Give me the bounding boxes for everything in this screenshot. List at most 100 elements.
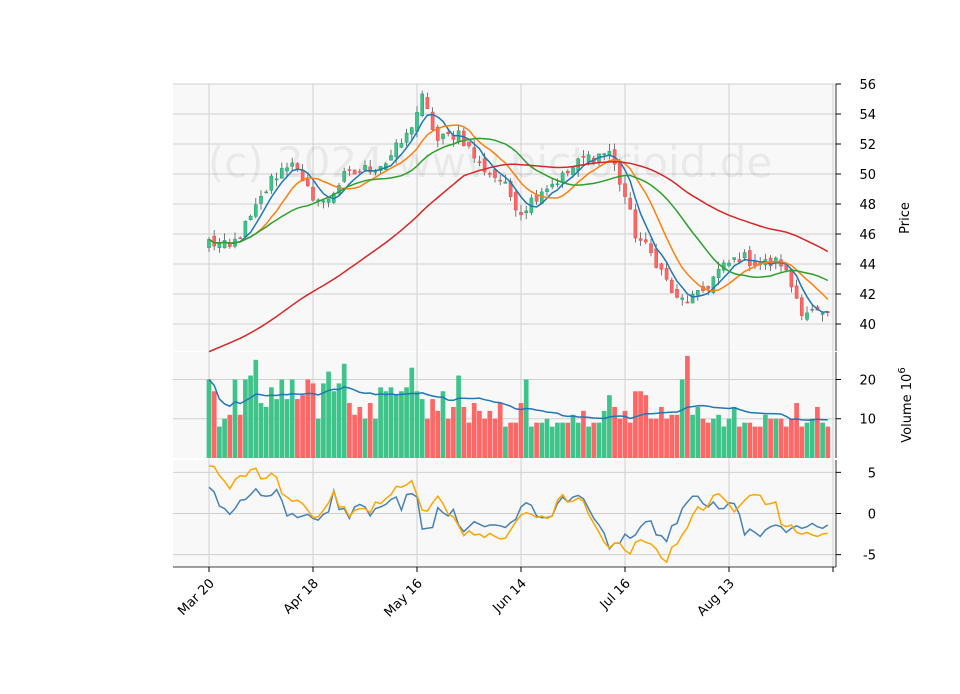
volume-bar xyxy=(373,418,378,458)
volume-bar xyxy=(794,403,799,458)
volume-bar xyxy=(565,422,571,458)
volume-bar xyxy=(503,426,508,458)
candle-down xyxy=(435,126,440,141)
volume-ytick-label: 20 xyxy=(859,373,876,388)
volume-bar xyxy=(560,422,565,458)
volume-bar xyxy=(232,379,238,458)
candle-up xyxy=(560,172,565,183)
grid-lines xyxy=(173,83,836,567)
candle-down xyxy=(617,162,622,185)
volume-bar xyxy=(295,399,300,458)
candle-down xyxy=(472,147,477,159)
volume-bar xyxy=(815,406,820,458)
volume-bar xyxy=(300,395,305,458)
candle-down xyxy=(498,179,503,182)
volume-bar xyxy=(497,403,503,458)
volume-bar xyxy=(409,367,415,458)
candle-up xyxy=(264,191,269,194)
volume-bar xyxy=(393,395,399,458)
volume-axis-exponent: 6 xyxy=(897,367,908,373)
candle-up xyxy=(337,185,341,194)
candle-down xyxy=(482,158,487,173)
candle-up xyxy=(810,308,815,311)
candle-down xyxy=(675,289,679,298)
price-ytick-label: 56 xyxy=(859,78,876,93)
candle-up xyxy=(399,143,404,148)
x-tick-label: May 16 xyxy=(382,576,426,620)
candle-down xyxy=(513,192,518,211)
volume-bar xyxy=(643,395,649,458)
price-ytick-label: 40 xyxy=(859,318,876,333)
candle-up xyxy=(274,178,279,181)
volume-bar xyxy=(289,379,295,458)
candle-up xyxy=(711,276,716,293)
candle-down xyxy=(685,301,690,304)
volume-bar xyxy=(352,414,357,458)
volume-bar xyxy=(378,387,383,458)
oscillator-panel xyxy=(208,465,829,564)
ma-10-line xyxy=(208,124,829,301)
x-tick-label: Jun 14 xyxy=(490,576,530,616)
volume-bar xyxy=(253,359,259,458)
volume-bar xyxy=(451,406,456,458)
volume-bar xyxy=(726,418,732,458)
candle-down xyxy=(799,297,804,316)
volume-bar xyxy=(206,379,212,458)
volume-bar xyxy=(742,422,747,458)
volume-bar xyxy=(591,422,597,458)
volume-bar xyxy=(482,418,487,458)
candle-up xyxy=(259,196,263,204)
volume-bar xyxy=(809,418,815,458)
candle-down xyxy=(643,239,648,243)
candle-up xyxy=(217,243,222,248)
volume-bar xyxy=(466,422,472,458)
volume-bar xyxy=(341,363,347,458)
candle-down xyxy=(565,171,570,174)
candle-up xyxy=(222,240,227,249)
volume-bar xyxy=(789,418,794,458)
candle-up xyxy=(326,198,331,203)
volume-bar xyxy=(347,403,352,458)
volume-bar xyxy=(227,414,233,458)
candle-up xyxy=(524,210,529,214)
candle-up xyxy=(409,127,414,135)
volume-bar xyxy=(700,418,706,458)
volume-bar xyxy=(456,375,461,458)
volume-bar xyxy=(581,410,586,458)
volume-bar xyxy=(419,399,425,458)
candle-up xyxy=(727,262,731,267)
candle-up xyxy=(555,183,560,186)
price-ytick-label: 54 xyxy=(859,108,876,123)
candle-down xyxy=(519,212,523,216)
volume-bar xyxy=(669,414,675,458)
volume-bar xyxy=(217,426,222,458)
candle-down xyxy=(664,267,669,280)
volume-bar xyxy=(539,422,545,458)
price-ytick-label: 46 xyxy=(859,228,876,243)
candle-up xyxy=(503,181,508,184)
price-axis-title: Price xyxy=(898,202,913,234)
candle-down xyxy=(368,166,373,173)
candle-up xyxy=(363,164,367,170)
volume-bar xyxy=(461,406,467,458)
volume-bar xyxy=(633,391,638,458)
volume-bar xyxy=(508,422,513,458)
volume-bar xyxy=(513,422,519,458)
candle-up xyxy=(545,188,549,192)
candle-up xyxy=(269,175,274,191)
candle-up xyxy=(441,133,445,139)
candle-down xyxy=(581,156,586,158)
volume-bar xyxy=(237,414,243,458)
candle-up xyxy=(248,215,253,221)
candle-down xyxy=(357,171,362,173)
candle-up xyxy=(586,154,591,162)
oscillator-ytick-label: -5 xyxy=(863,549,876,564)
x-tick-label: Jul 16 xyxy=(597,576,634,613)
volume-bar xyxy=(284,399,290,458)
volume-bar xyxy=(825,426,831,458)
candle-down xyxy=(753,261,757,266)
volume-bar xyxy=(544,418,550,458)
volume-bar xyxy=(627,422,633,458)
volume-bar xyxy=(617,418,623,458)
x-tick-label: Aug 13 xyxy=(695,576,738,619)
